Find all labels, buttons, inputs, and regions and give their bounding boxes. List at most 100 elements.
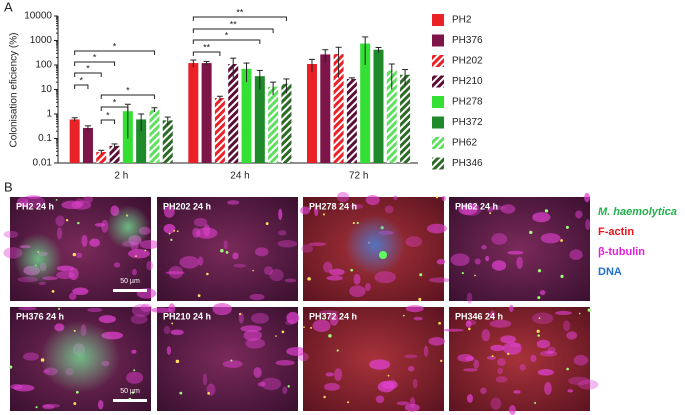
stain <box>323 261 333 273</box>
legend-swatch <box>432 157 444 170</box>
stain <box>146 260 154 271</box>
stain <box>545 350 554 355</box>
stain <box>473 359 479 369</box>
bar <box>136 119 147 163</box>
speck <box>529 230 533 235</box>
speck <box>144 249 147 252</box>
stain <box>165 271 185 275</box>
stain <box>382 380 398 390</box>
image-label: PH372 24 h <box>309 311 357 321</box>
stain <box>532 212 551 223</box>
micrograph <box>157 197 298 301</box>
y-tick-label: 0.1 <box>38 133 52 144</box>
stain <box>465 320 472 328</box>
speck <box>133 369 136 372</box>
speck <box>173 230 176 232</box>
speck <box>403 314 405 317</box>
speck <box>303 326 305 328</box>
speck <box>179 391 183 395</box>
speck <box>438 321 441 325</box>
significance-label: ** <box>236 7 244 17</box>
stain <box>578 379 599 390</box>
stain <box>519 363 526 371</box>
speck <box>51 290 55 293</box>
stain <box>334 368 343 382</box>
bar <box>69 119 80 163</box>
stain <box>443 328 464 332</box>
stain <box>300 206 310 215</box>
stain <box>56 227 63 240</box>
stain <box>485 255 490 262</box>
stain <box>275 360 295 366</box>
stain <box>466 393 474 403</box>
stain <box>131 349 137 354</box>
stain <box>301 244 314 253</box>
stain <box>202 373 208 386</box>
image-label: PH2 24 h <box>16 201 54 211</box>
stain <box>56 265 75 272</box>
stain <box>94 222 106 227</box>
channel-label: F-actin <box>598 226 634 238</box>
stain <box>329 268 345 276</box>
speck <box>72 252 77 257</box>
stain <box>404 403 420 412</box>
channel-label: DNA <box>598 266 622 278</box>
speck <box>171 322 174 325</box>
bar <box>228 63 239 163</box>
stain <box>223 240 228 250</box>
stain <box>413 316 423 321</box>
stain <box>530 354 537 363</box>
speck <box>207 392 210 395</box>
stain <box>408 365 415 372</box>
speck <box>537 334 540 337</box>
speck <box>58 307 61 310</box>
bar <box>306 63 317 163</box>
stain <box>490 344 505 352</box>
stain <box>539 290 546 296</box>
stain <box>423 345 429 357</box>
stain <box>325 372 335 377</box>
stain <box>23 352 39 361</box>
speck <box>135 255 137 258</box>
legend-swatch <box>432 55 444 67</box>
legend-swatch <box>432 116 444 129</box>
stain <box>326 275 343 281</box>
stain <box>312 319 331 332</box>
stain <box>409 397 416 409</box>
stain <box>537 369 554 376</box>
image-label: PH62 24 h <box>455 201 498 211</box>
stain <box>140 303 152 313</box>
speck <box>474 274 476 277</box>
colony <box>345 215 405 275</box>
legend-swatch <box>432 137 444 149</box>
stain <box>489 310 495 318</box>
stain <box>257 382 266 387</box>
scale-bar <box>113 289 147 292</box>
speck <box>536 329 540 333</box>
stain <box>349 285 366 298</box>
stain <box>426 223 447 234</box>
stain <box>55 215 65 227</box>
legend-label: PH62 <box>452 138 477 149</box>
stain <box>3 230 19 239</box>
stain <box>513 390 521 394</box>
y-tick-label: 10 <box>41 84 53 95</box>
stain <box>457 353 474 362</box>
stain <box>253 367 262 378</box>
speck <box>560 274 564 278</box>
legend-label: PH2 <box>452 15 472 26</box>
stain <box>227 200 240 205</box>
stain <box>131 268 137 276</box>
stain <box>81 234 88 247</box>
stain <box>463 368 478 372</box>
speck <box>534 402 537 404</box>
speck <box>307 277 311 281</box>
stain <box>308 242 327 246</box>
legend-label: PH202 <box>452 56 483 67</box>
stain <box>24 195 46 209</box>
scale-bar-label: 50 µm <box>120 388 140 395</box>
stain <box>179 256 200 269</box>
bar <box>96 152 107 163</box>
significance-bracket <box>100 119 116 124</box>
significance-label: * <box>113 97 117 107</box>
